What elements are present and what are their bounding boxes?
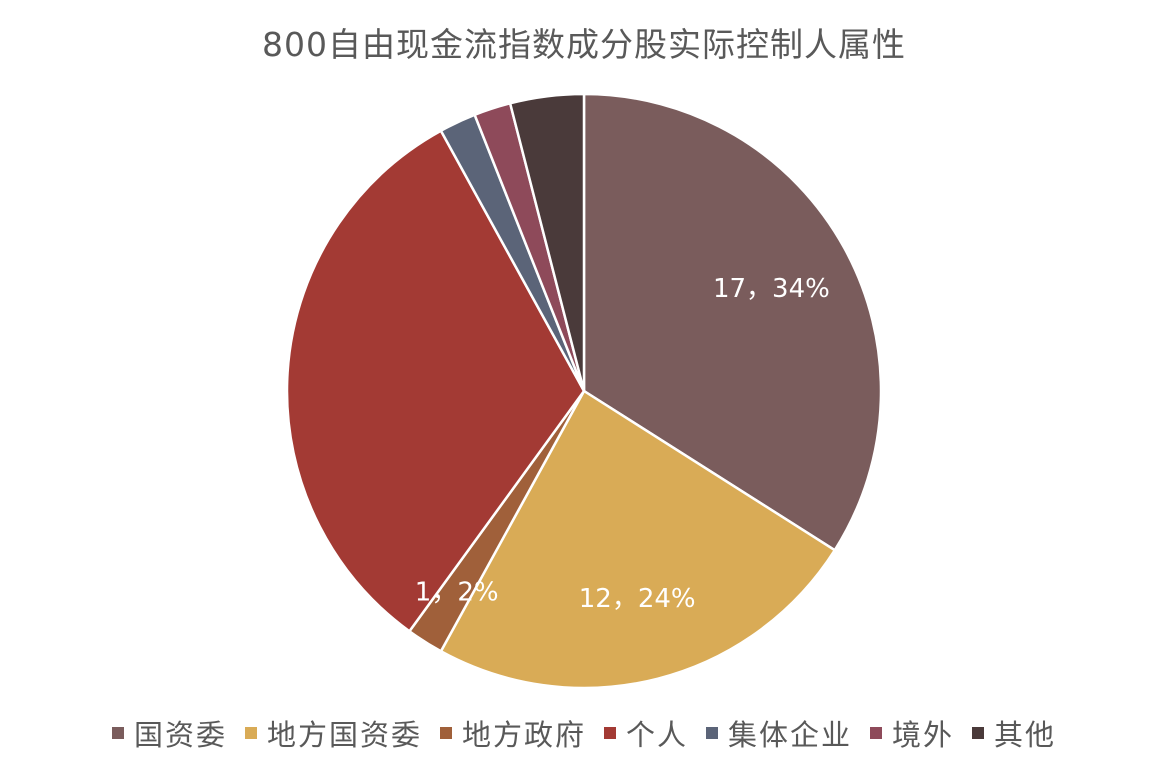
legend-swatch [111, 727, 124, 739]
legend-item-3: 地方政府 [439, 712, 586, 754]
legend-label: 地方国资委 [266, 718, 422, 752]
legend-label: 国资委 [133, 718, 227, 752]
pie-slices [285, 92, 883, 690]
legend-swatch [972, 727, 985, 739]
slice-data-label-3: 1，2% [415, 578, 499, 608]
pie-slice-1 [582, 92, 883, 552]
legend-swatch [244, 727, 257, 739]
slice-data-label-2: 12，24% [579, 584, 696, 614]
legend-label: 个人 [625, 718, 688, 752]
legend-item-6: 境外 [870, 712, 954, 754]
legend-label: 其他 [994, 718, 1057, 752]
legend-swatch [870, 727, 883, 739]
legend-label: 地方政府 [461, 718, 586, 752]
legend-item-4: 个人 [603, 712, 688, 754]
legend-swatch [439, 727, 452, 739]
pie-slice-4 [285, 129, 586, 634]
chart-legend: 国资委 地方国资委 地方政府 个人 集体企业 境外 其他 [0, 712, 1168, 754]
legend-item-1: 国资委 [111, 712, 227, 754]
legend-item-2: 地方国资委 [244, 712, 422, 754]
legend-item-7: 其他 [972, 712, 1056, 754]
legend-label: 境外 [892, 718, 955, 752]
legend-item-5: 集体企业 [706, 712, 852, 754]
legend-swatch [603, 727, 616, 739]
pie-slice-7 [508, 92, 586, 392]
legend-label: 集体企业 [728, 718, 853, 752]
chart-title: 800自由现金流指数成分股实际控制人属性 [262, 25, 906, 64]
pie-slice-2 [439, 389, 837, 690]
slice-data-label-1: 17，34% [713, 274, 830, 304]
pie-data-labels: 17，34% 12，24% 1，2% [415, 274, 830, 614]
legend-swatch [706, 727, 718, 739]
